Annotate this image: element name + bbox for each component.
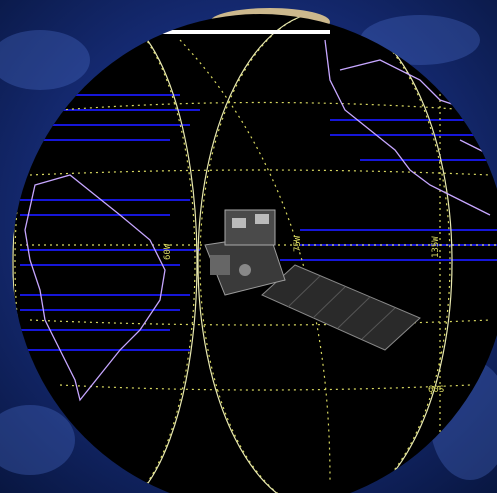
label-center-meridian: 75W [293, 235, 303, 252]
satellite-icon [204, 209, 421, 351]
scan-artifact [150, 30, 330, 34]
label-right-meridian: 135W [431, 236, 441, 258]
solar-panel [261, 264, 421, 351]
graticule-labels: 60W 75W 135W 60S [163, 235, 444, 395]
graticule [14, 14, 497, 493]
lobe-outlines [12, 14, 453, 493]
coastlines [24, 39, 497, 402]
label-left-meridian: 60W [163, 243, 173, 260]
label-bottom-right: 60S [428, 385, 444, 395]
